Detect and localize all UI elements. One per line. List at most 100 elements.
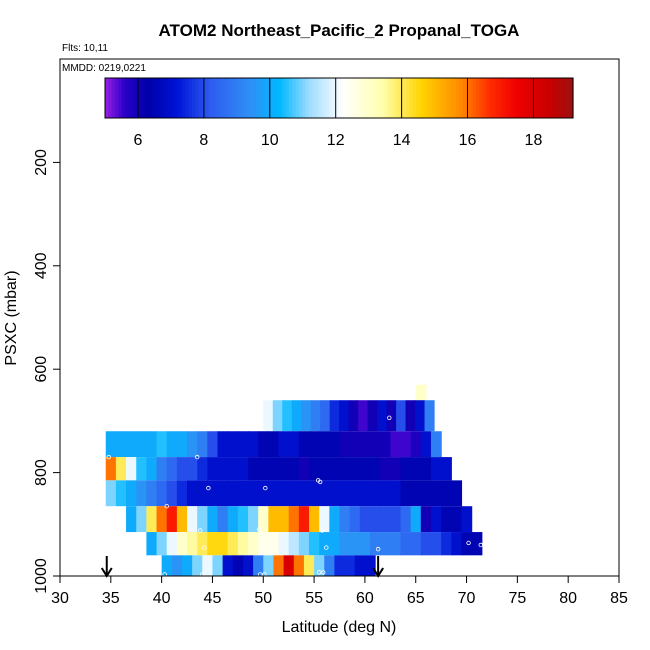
heatmap-cell [329, 431, 341, 458]
x-tick-label: 65 [407, 590, 425, 607]
colorbar-segment [522, 78, 527, 118]
heatmap-cell [319, 532, 330, 556]
colorbar-segment [359, 78, 363, 118]
colorbar-segment [185, 78, 190, 118]
colorbar-segment [265, 78, 270, 118]
colorbar-segment [328, 78, 333, 118]
heatmap-cell [420, 480, 432, 507]
x-tick-label: 30 [51, 590, 69, 607]
colorbar-segment [429, 78, 434, 118]
heatmap-cell [207, 506, 219, 533]
colorbar-segment [559, 78, 564, 118]
heatmap-cell [415, 400, 426, 432]
heatmap-cell [282, 400, 293, 432]
heatmap-cell [217, 506, 229, 533]
heatmap-cell [258, 457, 269, 481]
colorbar-segment [385, 78, 390, 118]
colorbar-segment [272, 78, 277, 118]
colorbar-segment [539, 78, 544, 118]
colorbar-segment [549, 78, 554, 118]
sample-point [375, 546, 381, 552]
heatmap-cell [278, 431, 290, 458]
heatmap-cell [197, 480, 208, 507]
heatmap-cell [367, 400, 378, 432]
colorbar-segment [516, 78, 521, 118]
heatmap-cell [227, 532, 239, 556]
heatmap-cell [187, 457, 198, 481]
colorbar: 6 8 10 12 14 16 18 [104, 77, 574, 149]
colorbar-segment [419, 78, 424, 118]
heatmap-cell [339, 431, 351, 458]
colorbar-segment [151, 78, 156, 118]
sample-point [263, 485, 268, 491]
colorbar-segment [298, 78, 303, 118]
heatmap-cell [400, 431, 412, 458]
colorbar-segment [439, 78, 444, 118]
colorbar-tick-label: 16 [459, 132, 477, 149]
heatmap-cell [369, 480, 381, 507]
heatmap-cell [237, 480, 249, 507]
heatmap-cell [263, 555, 275, 576]
heatmap-cell [242, 555, 254, 576]
colorbar-segment [405, 78, 410, 118]
colorbar-segment [392, 78, 397, 118]
colorbar-segment [342, 78, 347, 118]
sample-point [261, 550, 266, 555]
colorbar-segment [325, 78, 330, 118]
heatmap-cells [105, 384, 483, 576]
x-tick-label: 40 [153, 590, 171, 607]
heatmap-cell [237, 506, 249, 533]
chart-title: ATOM2 Northeast_Pacific_2 Propanal_TOGA [159, 21, 520, 40]
heatmap-cell [166, 506, 178, 533]
heatmap-cell [278, 532, 290, 556]
heatmap-cell [329, 457, 341, 481]
colorbar-segment [372, 78, 377, 118]
x-tick-label: 80 [559, 590, 577, 607]
colorbar-segment [365, 78, 370, 118]
heatmap-cell [424, 400, 435, 432]
heatmap-cell [146, 480, 158, 507]
colorbar-tick-label: 18 [525, 132, 543, 149]
heatmap-cell [278, 506, 290, 533]
heatmap-cell [283, 555, 295, 576]
heatmap-cell [288, 431, 300, 458]
colorbar-segment [546, 78, 551, 118]
heatmap-cell [298, 480, 310, 507]
heatmap-cell [359, 457, 371, 481]
heatmap-cell [349, 506, 361, 533]
colorbar-segment [205, 78, 210, 118]
sample-point [257, 527, 262, 532]
y-tick-label: 1000 [33, 558, 50, 594]
heatmap-cell [115, 431, 127, 458]
heatmap-cell [298, 457, 310, 481]
heatmap-cell [156, 532, 168, 556]
heatmap-cell [176, 532, 188, 556]
colorbar-segment [496, 78, 501, 118]
heatmap-cell [105, 457, 117, 481]
x-tick-label: 45 [204, 590, 222, 607]
heatmap-cell [248, 457, 259, 481]
heatmap-cell [339, 506, 351, 533]
heatmap-cell [258, 480, 269, 507]
colorbar-segment [141, 78, 146, 118]
heatmap-cell [369, 506, 381, 533]
heatmap-cell [197, 457, 208, 481]
heatmap-cell [232, 555, 244, 576]
heatmap-cell [377, 400, 388, 432]
heatmap-cell [451, 506, 463, 533]
colorbar-segment [288, 78, 293, 118]
colorbar-segment [238, 78, 243, 118]
heatmap-cell [451, 532, 463, 556]
heatmap-cell [197, 532, 208, 556]
colorbar-segment [489, 78, 494, 118]
colorbar-segment [125, 78, 129, 118]
colorbar-segment [248, 78, 253, 118]
heatmap-cell [187, 431, 198, 458]
sample-point [317, 479, 323, 485]
heatmap-cell [339, 400, 350, 432]
heatmap-cell [298, 506, 310, 533]
plot-frame [59, 58, 620, 577]
heatmap-cell [420, 506, 432, 533]
colorbar-segment [275, 78, 280, 118]
heatmap-cell [358, 400, 369, 432]
